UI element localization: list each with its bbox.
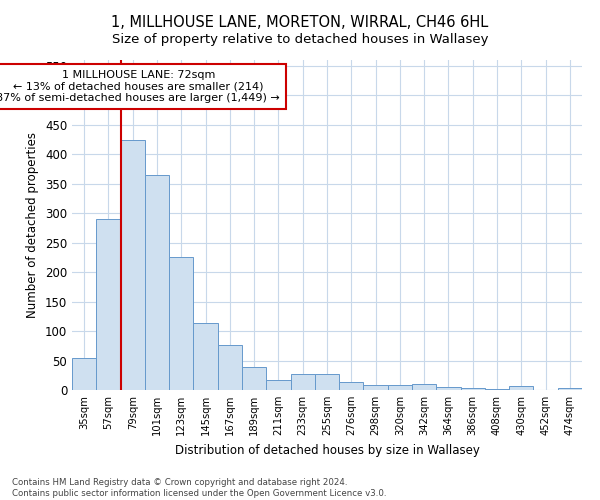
Bar bbox=[145, 175, 169, 390]
Bar bbox=[218, 345, 242, 390]
Bar bbox=[364, 384, 388, 390]
Bar bbox=[72, 358, 96, 390]
Bar bbox=[266, 380, 290, 390]
Bar bbox=[315, 374, 339, 390]
Bar bbox=[485, 389, 509, 390]
Bar bbox=[121, 140, 145, 390]
Text: 1 MILLHOUSE LANE: 72sqm
← 13% of detached houses are smaller (214)
87% of semi-d: 1 MILLHOUSE LANE: 72sqm ← 13% of detache… bbox=[0, 70, 280, 103]
Bar bbox=[412, 384, 436, 390]
Text: Contains HM Land Registry data © Crown copyright and database right 2024.
Contai: Contains HM Land Registry data © Crown c… bbox=[12, 478, 386, 498]
Bar bbox=[558, 388, 582, 390]
Bar bbox=[242, 367, 266, 390]
Bar bbox=[193, 324, 218, 390]
Bar bbox=[339, 382, 364, 390]
Y-axis label: Number of detached properties: Number of detached properties bbox=[26, 132, 40, 318]
Bar bbox=[169, 258, 193, 390]
Bar bbox=[461, 388, 485, 390]
X-axis label: Distribution of detached houses by size in Wallasey: Distribution of detached houses by size … bbox=[175, 444, 479, 456]
Bar bbox=[290, 374, 315, 390]
Bar bbox=[436, 387, 461, 390]
Text: 1, MILLHOUSE LANE, MORETON, WIRRAL, CH46 6HL: 1, MILLHOUSE LANE, MORETON, WIRRAL, CH46… bbox=[112, 15, 488, 30]
Bar bbox=[509, 386, 533, 390]
Bar bbox=[96, 218, 121, 390]
Text: Size of property relative to detached houses in Wallasey: Size of property relative to detached ho… bbox=[112, 32, 488, 46]
Bar bbox=[388, 384, 412, 390]
